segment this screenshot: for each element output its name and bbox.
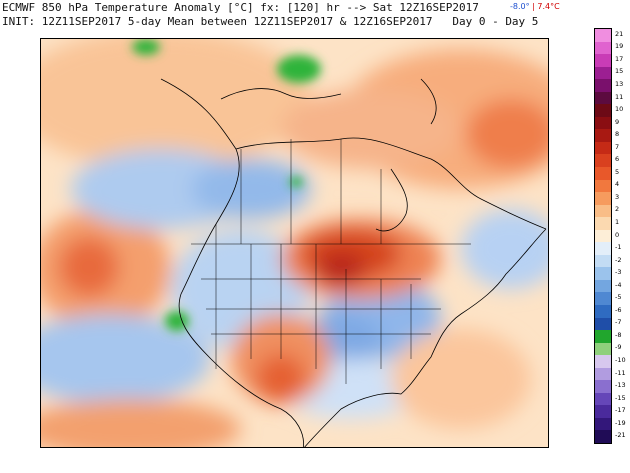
colorbar-label: 10 bbox=[615, 105, 624, 114]
colorbar-label: -6 bbox=[615, 305, 622, 314]
colorbar-swatch bbox=[595, 141, 611, 155]
map-title: ECMWF 850 hPa Temperature Anomaly [°C] f… bbox=[2, 1, 479, 14]
colorbar-label: 9 bbox=[615, 117, 620, 126]
colorbar-label: 8 bbox=[615, 130, 620, 139]
green-anomaly-pacific bbox=[165, 311, 189, 331]
colorbar-label: -9 bbox=[615, 343, 622, 352]
colorbar-swatch bbox=[595, 79, 611, 93]
colorbar-swatch bbox=[595, 229, 611, 243]
colorbar-swatch bbox=[595, 154, 611, 168]
colorbar-swatch bbox=[595, 116, 611, 130]
colorbar-label: 2 bbox=[615, 205, 620, 214]
colorbar-label: -7 bbox=[615, 318, 622, 327]
colorbar-swatch bbox=[595, 317, 611, 331]
colorbar-label: -2 bbox=[615, 255, 622, 264]
colorbar-label: -5 bbox=[615, 293, 622, 302]
colorbar-swatch bbox=[595, 267, 611, 281]
green-anomaly-arctic bbox=[277, 55, 321, 83]
colorbar-label: -19 bbox=[615, 418, 626, 427]
colorbar-swatch bbox=[595, 29, 611, 43]
state-borders bbox=[191, 139, 471, 384]
colorbar-label: 5 bbox=[615, 167, 620, 176]
colorbar-swatch bbox=[595, 66, 611, 80]
temperature-anomaly-map bbox=[40, 38, 549, 448]
colorbar-swatch bbox=[595, 279, 611, 293]
colorbar-swatch bbox=[595, 305, 611, 319]
colorbar-swatch bbox=[595, 54, 611, 68]
minmax-separator: | bbox=[532, 2, 535, 11]
colorbar-swatch bbox=[595, 367, 611, 381]
colorbar-label: -11 bbox=[615, 368, 626, 377]
anomaly-field bbox=[41, 39, 548, 447]
max-value: 7.4°C bbox=[537, 2, 560, 11]
colorbar-swatch bbox=[595, 179, 611, 193]
colorbar-swatch bbox=[595, 192, 611, 206]
min-max-readout: -8.0° | 7.4°C bbox=[510, 2, 560, 11]
colorbar-label: 11 bbox=[615, 92, 624, 101]
colorbar-swatch bbox=[595, 355, 611, 369]
colorbar-label: -21 bbox=[615, 431, 626, 440]
colorbar-swatch bbox=[595, 242, 611, 256]
colorbar-swatch bbox=[595, 292, 611, 306]
colorbar-swatch bbox=[595, 330, 611, 344]
coastlines bbox=[160, 78, 547, 447]
colorbar-label: -13 bbox=[615, 381, 626, 390]
colorbar-swatch bbox=[595, 41, 611, 55]
colorbar-swatch bbox=[595, 104, 611, 118]
colorbar-label: 4 bbox=[615, 180, 620, 189]
colorbar-swatch bbox=[595, 392, 611, 406]
colorbar-swatch bbox=[595, 217, 611, 231]
colorbar-swatch bbox=[595, 417, 611, 431]
min-value: -8.0° bbox=[510, 2, 530, 11]
colorbar-swatch bbox=[595, 342, 611, 356]
colorbar-label: -3 bbox=[615, 268, 622, 277]
colorbar-label: -8 bbox=[615, 330, 622, 339]
colorbar-swatch bbox=[595, 254, 611, 268]
colorbar-label: 17 bbox=[615, 54, 624, 63]
colorbar-label: -10 bbox=[615, 355, 626, 364]
colorbar-swatch bbox=[595, 405, 611, 419]
colorbar bbox=[594, 28, 612, 444]
colorbar-label: 21 bbox=[615, 29, 624, 38]
colorbar-swatch bbox=[595, 167, 611, 181]
colorbar-label: 15 bbox=[615, 67, 624, 76]
colorbar-label: 3 bbox=[615, 192, 620, 201]
colorbar-label: 13 bbox=[615, 79, 624, 88]
colorbar-swatch bbox=[595, 91, 611, 105]
colorbar-label: 19 bbox=[615, 42, 624, 51]
colorbar-swatch bbox=[595, 129, 611, 143]
colorbar-label: -15 bbox=[615, 393, 626, 402]
colorbar-label: 1 bbox=[615, 217, 620, 226]
colorbar-swatch bbox=[595, 380, 611, 394]
colorbar-swatch bbox=[595, 204, 611, 218]
green-anomaly-canada bbox=[289, 177, 303, 187]
colorbar-label: 7 bbox=[615, 142, 620, 151]
colorbar-swatch bbox=[595, 430, 611, 444]
colorbar-label: -4 bbox=[615, 280, 622, 289]
colorbar-label: -1 bbox=[615, 243, 622, 252]
colorbar-label: 6 bbox=[615, 155, 620, 164]
colorbar-label: -17 bbox=[615, 406, 626, 415]
map-init-line: INIT: 12Z11SEP2017 5-day Mean between 12… bbox=[2, 15, 539, 28]
colorbar-label: 0 bbox=[615, 230, 620, 239]
